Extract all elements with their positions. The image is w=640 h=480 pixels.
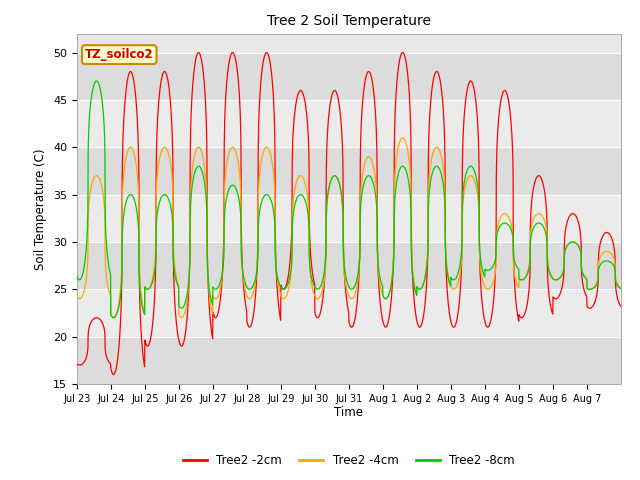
Tree2 -4cm [73,293,81,299]
Title: Tree 2 Soil Temperature: Tree 2 Soil Temperature [267,14,431,28]
Tree2 -4cm [399,135,406,141]
Tree2 -2cm [544,272,552,278]
Line: Tree2 -8cm: Tree2 -8cm [77,81,621,318]
Y-axis label: Soil Temperature (C): Soil Temperature (C) [35,148,47,270]
Legend: Tree2 -2cm, Tree2 -4cm, Tree2 -8cm: Tree2 -2cm, Tree2 -4cm, Tree2 -8cm [178,449,520,472]
Tree2 -4cm [127,144,135,150]
Bar [77,147,621,194]
Tree2 -8cm [610,263,618,268]
Tree2 -8cm [382,296,390,301]
Tree2 -2cm [610,241,618,247]
Bar [77,336,621,384]
X-axis label: Time: Time [334,407,364,420]
Line: Tree2 -4cm: Tree2 -4cm [77,138,621,318]
Tree2 -8cm [128,192,136,198]
Tree2 -2cm [110,372,118,377]
Bar [77,52,621,100]
Tree2 -4cm [544,257,552,263]
Tree2 -2cm [229,49,237,55]
Text: TZ_soilco2: TZ_soilco2 [85,48,154,61]
Bar [77,100,621,147]
Tree2 -2cm [245,324,253,330]
Bar [77,194,621,242]
Tree2 -4cm [110,315,118,321]
Tree2 -2cm [127,69,135,75]
Tree2 -2cm [73,361,81,367]
Tree2 -2cm [513,307,521,313]
Bar [77,242,621,289]
Tree2 -2cm [617,303,625,309]
Tree2 -8cm [245,287,253,292]
Tree2 -8cm [110,315,118,321]
Tree2 -8cm [73,273,81,278]
Tree2 -4cm [513,281,521,287]
Tree2 -2cm [382,324,390,330]
Tree2 -4cm [245,296,253,301]
Tree2 -8cm [93,78,100,84]
Bar [77,289,621,336]
Line: Tree2 -2cm: Tree2 -2cm [77,52,621,374]
Tree2 -4cm [610,254,618,260]
Tree2 -8cm [617,286,625,291]
Tree2 -8cm [544,260,552,266]
Tree2 -8cm [513,264,521,270]
Tree2 -4cm [617,286,625,291]
Tree2 -4cm [381,296,389,301]
